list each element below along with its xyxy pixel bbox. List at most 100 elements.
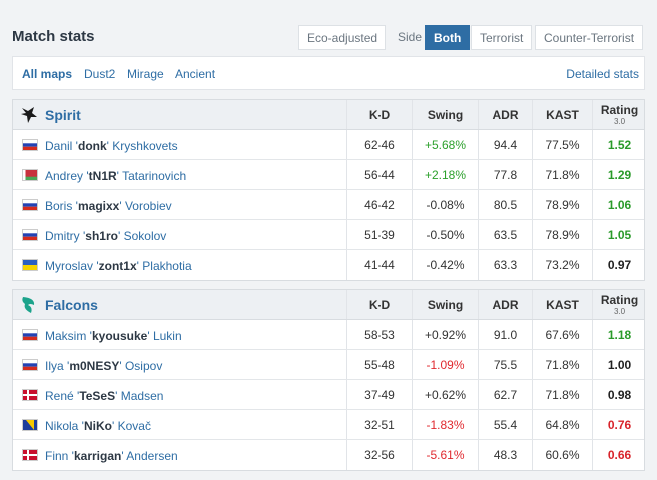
name-last: ' Andersen	[121, 449, 178, 463]
stat-swing: +2.18%	[412, 160, 478, 189]
rating-version: 3.0	[613, 117, 626, 126]
side-label: Side	[398, 30, 423, 44]
column-label: K-D	[368, 107, 391, 122]
stat-adr: 63.5	[478, 220, 532, 249]
player-name[interactable]: Andrey 'tN1R' Tatarinovich	[45, 169, 186, 183]
column-label: ADR	[492, 107, 519, 122]
map-tab[interactable]: All maps	[22, 67, 73, 81]
nickname: zont1x	[98, 259, 137, 273]
name-last: ' Tatarinovich	[116, 169, 187, 183]
side-ct[interactable]: Counter-Terrorist	[535, 25, 644, 50]
stat-rating: 1.06	[592, 190, 646, 219]
player-row: René 'TeSeS' Madsen 37-49 +0.62% 62.7 71.8% 0…	[13, 380, 644, 410]
nickname: tN1R	[88, 169, 117, 183]
stat-kast: 77.5%	[532, 130, 592, 159]
column-header: Swing	[412, 290, 478, 319]
stat-swing: -5.61%	[412, 440, 478, 470]
name-last: ' Sokolov	[117, 229, 167, 243]
stat-adr: 63.3	[478, 250, 532, 280]
map-tab[interactable]: Ancient	[175, 67, 216, 81]
detailed-link[interactable]: Detailed stats	[566, 67, 639, 81]
stat-kast: 67.6%	[532, 320, 592, 349]
map-tab[interactable]: Dust2	[84, 67, 116, 81]
column-header: Rating 3.0	[592, 100, 646, 129]
stat-kd: 32-56	[346, 440, 412, 470]
stat-kast: 73.2%	[532, 250, 592, 280]
name-last: ' Plakhotia	[136, 259, 192, 273]
stat-kast: 60.6%	[532, 440, 592, 470]
stat-adr: 94.4	[478, 130, 532, 159]
nickname: magixx	[77, 199, 120, 213]
name-first: René '	[45, 389, 80, 403]
stat-swing: +0.62%	[412, 380, 478, 409]
player-name[interactable]: Ilya 'm0NESY' Osipov	[45, 359, 162, 373]
player-name[interactable]: Nikola 'NiKo' Kovač	[45, 419, 151, 433]
stat-kd: 32-51	[346, 410, 412, 439]
stat-kast: 71.8%	[532, 380, 592, 409]
column-label: K-D	[368, 297, 391, 312]
nickname: kyousuke	[91, 329, 148, 343]
name-first: Danil '	[45, 139, 78, 153]
stat-adr: 62.7	[478, 380, 532, 409]
name-first: Ilya '	[45, 359, 70, 373]
column-header: K-D	[346, 290, 412, 319]
name-first: Andrey '	[45, 169, 89, 183]
player-name[interactable]: Finn 'karrigan' Andersen	[45, 449, 178, 463]
stat-kd: 46-42	[346, 190, 412, 219]
stat-kast: 78.9%	[532, 190, 592, 219]
player-name[interactable]: Myroslav 'zont1x' Plakhotia	[45, 259, 192, 273]
player-name[interactable]: Boris 'magixx' Vorobiev	[45, 199, 172, 213]
eco-toggle[interactable]: Eco-adjusted	[298, 25, 387, 50]
stat-adr: 75.5	[478, 350, 532, 379]
stat-kast: 71.8%	[532, 350, 592, 379]
stat-swing: +0.92%	[412, 320, 478, 349]
stat-kast: 64.8%	[532, 410, 592, 439]
map-tab[interactable]: Mirage	[127, 67, 164, 81]
column-label: Swing	[427, 107, 464, 122]
player-row: Finn 'karrigan' Andersen 32-56 -5.61% 48.3 6…	[13, 440, 644, 470]
nickname: karrigan	[73, 449, 122, 463]
stat-swing: -1.83%	[412, 410, 478, 439]
player-row: Maksim 'kyousuke' Lukin 58-53 +0.92% 91.0 67…	[13, 320, 644, 350]
stat-rating: 1.18	[592, 320, 646, 349]
team-name[interactable]: Falcons	[45, 297, 98, 313]
player-row: Myroslav 'zont1x' Plakhotia 41-44 -0.42% 63…	[13, 250, 644, 280]
stat-swing: +5.68%	[412, 130, 478, 159]
player-name[interactable]: Maksim 'kyousuke' Lukin	[45, 329, 182, 343]
stat-adr: 91.0	[478, 320, 532, 349]
stat-kast: 71.8%	[532, 160, 592, 189]
side-t[interactable]: Terrorist	[471, 25, 533, 50]
name-first: Maksim '	[45, 329, 92, 343]
player-name[interactable]: Danil 'donk' Kryshkovets	[45, 139, 178, 153]
stat-swing: -0.08%	[412, 190, 478, 219]
stat-swing: -0.50%	[412, 220, 478, 249]
column-header: Rating 3.0	[592, 290, 646, 319]
column-label: Rating	[600, 103, 639, 117]
nickname: sh1ro	[85, 229, 118, 243]
column-header: KAST	[532, 100, 592, 129]
name-last: ' Madsen	[115, 389, 164, 403]
side-both[interactable]: Both	[425, 25, 471, 50]
player-name[interactable]: Dmitry 'sh1ro' Sokolov	[45, 229, 166, 243]
stat-kd: 37-49	[346, 380, 412, 409]
name-first: Finn '	[45, 449, 74, 463]
stat-kd: 51-39	[346, 220, 412, 249]
nickname: NiKo	[83, 419, 112, 433]
player-name[interactable]: René 'TeSeS' Madsen	[45, 389, 163, 403]
stat-rating: 1.05	[592, 220, 646, 249]
map-bar: All maps Dust2 Mirage Ancient Detailed s…	[12, 56, 645, 90]
stat-kd: 58-53	[346, 320, 412, 349]
name-last: ' Osipov	[119, 359, 163, 373]
stat-kd: 62-46	[346, 130, 412, 159]
column-header: K-D	[346, 100, 412, 129]
stat-kast: 78.9%	[532, 220, 592, 249]
column-header: Swing	[412, 100, 478, 129]
name-first: Myroslav '	[45, 259, 99, 273]
stat-kd: 56-44	[346, 160, 412, 189]
column-header: KAST	[532, 290, 592, 319]
name-last: ' Vorobiev	[119, 199, 172, 213]
team-name[interactable]: Spirit	[45, 107, 81, 123]
nickname: m0NESY	[69, 359, 120, 373]
name-last: ' Kryshkovets	[106, 139, 178, 153]
rating-version: 3.0	[613, 307, 626, 316]
